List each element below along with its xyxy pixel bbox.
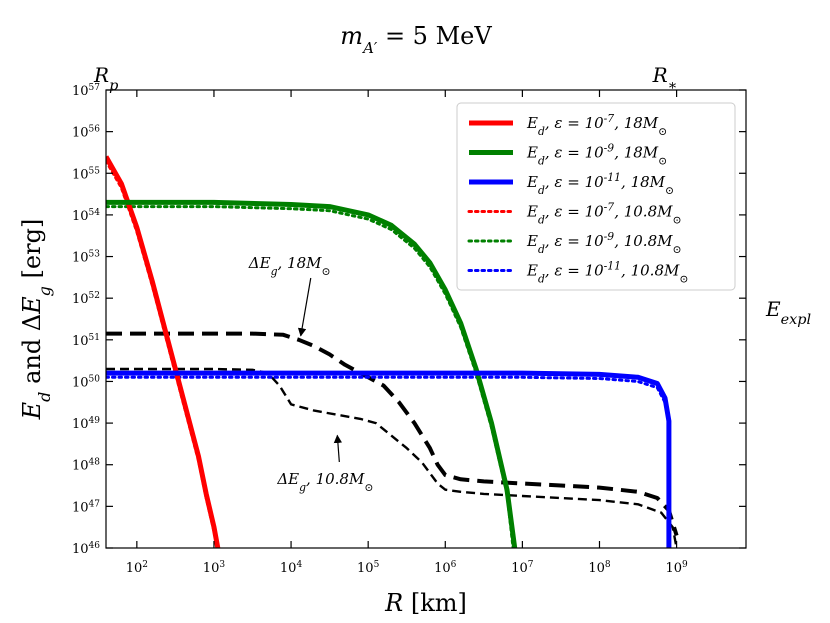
x-axis-title: R [km] (384, 589, 467, 617)
y-tick-label: 1053 (72, 250, 100, 266)
series-line-1 (106, 199, 518, 548)
series-line-3 (106, 159, 220, 548)
x-tick-label: 108 (588, 560, 611, 576)
x-tick-label: 102 (126, 560, 148, 576)
plot-frame (105, 89, 747, 549)
energy-curve-0 (106, 331, 679, 537)
y-tick-label: 1054 (72, 208, 100, 224)
y-tick-label: 1046 (72, 541, 100, 557)
y-axis-title: Ed and ΔEg [erg] (18, 219, 54, 421)
legend-label-2: Ed, ε = 10-11, 18M⊙ (526, 171, 674, 197)
legend-label-0: Ed, ε = 10-7, 18M⊙ (526, 112, 667, 138)
annotation-arrow-0 (297, 277, 312, 337)
legend-label-3: Ed, ε = 10-7, 10.8M⊙ (526, 200, 682, 226)
x-tick-label: 107 (511, 560, 534, 576)
y-tick-label: 1052 (72, 291, 100, 307)
energy-curve-1 (106, 367, 678, 548)
chart-title: mA′ = 5 MeV (340, 22, 492, 57)
right-label: Eexpl (765, 297, 811, 328)
x-tick-label: 105 (357, 560, 380, 576)
series-line-0 (106, 155, 221, 548)
annotation-arrow-1 (333, 434, 343, 463)
legend-label-5: Ed, ε = 10-11, 10.8M⊙ (526, 259, 688, 285)
legend-label-1: Ed, ε = 10-9, 18M⊙ (526, 141, 667, 167)
y-tick-label: 1055 (72, 166, 100, 182)
top-label-0: Rp (93, 63, 118, 94)
annotation-label-1: ΔEg, 10.8M⊙ (276, 470, 373, 494)
x-tick-label: 106 (434, 560, 457, 576)
annotation-label-0: ΔEg, 18M⊙ (248, 254, 331, 278)
y-tick-label: 1047 (72, 499, 100, 515)
legend-box (456, 102, 736, 291)
y-tick-label: 1048 (72, 458, 100, 474)
x-tick-label: 103 (203, 560, 226, 576)
series-line-2 (106, 370, 672, 548)
y-tick-label: 1049 (72, 416, 100, 432)
y-tick-label: 1051 (72, 333, 100, 349)
x-tick-label: 109 (665, 560, 688, 576)
y-tick-label: 1050 (72, 374, 100, 390)
y-tick-label: 1056 (72, 125, 100, 141)
top-label-1: R∗ (652, 63, 678, 94)
x-tick-label: 104 (280, 560, 303, 576)
legend-label-4: Ed, ε = 10-9, 10.8M⊙ (526, 230, 682, 256)
y-tick-label: 1057 (72, 83, 100, 99)
